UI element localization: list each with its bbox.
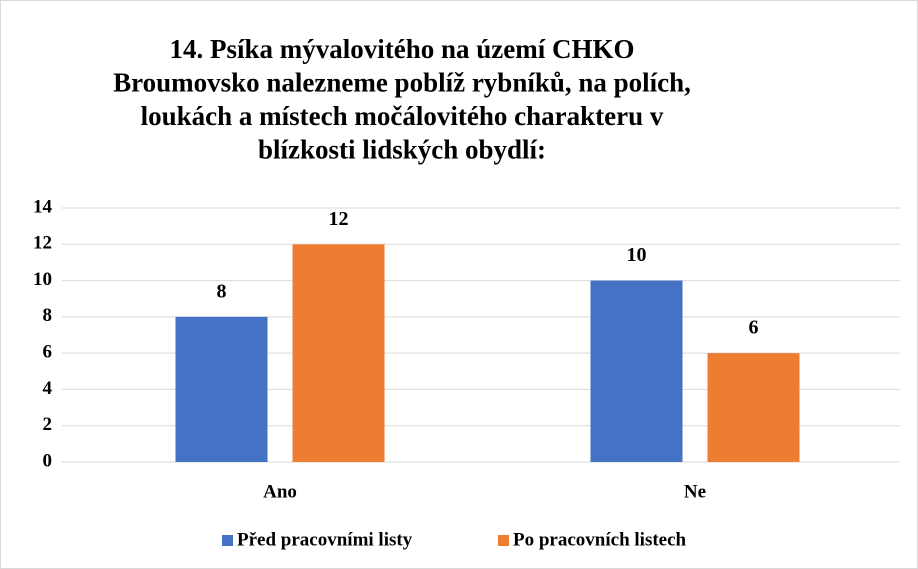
bar [175, 316, 268, 462]
y-tick-label: 6 [43, 342, 53, 363]
y-tick-label: 10 [33, 269, 52, 290]
legend-swatch [222, 535, 233, 546]
bar [590, 280, 683, 462]
bar [292, 244, 385, 462]
legend-swatch [498, 535, 509, 546]
chart-title: Broumovsko nalezneme poblíž rybníků, na … [113, 68, 691, 98]
data-label: 6 [749, 317, 759, 339]
data-label: 10 [627, 244, 647, 266]
chart-title: loukách a místech močálovitého charakter… [141, 101, 664, 131]
legend-label: Před pracovními listy [237, 529, 413, 550]
legend-label: Po pracovních listech [513, 529, 687, 550]
x-tick-label: Ano [263, 481, 297, 502]
chart-title: 14. Psíka mývalovitého na území CHKO [170, 34, 635, 64]
y-tick-label: 14 [33, 196, 53, 217]
x-tick-label: Ne [684, 481, 706, 502]
y-tick-label: 12 [33, 233, 52, 254]
y-tick-label: 0 [43, 450, 53, 471]
y-tick-label: 4 [43, 378, 53, 399]
bar [707, 353, 800, 462]
chart-title: blízkosti lidských obydlí: [258, 135, 546, 165]
data-label: 12 [329, 208, 349, 230]
y-tick-label: 2 [43, 414, 53, 435]
data-label: 8 [217, 280, 227, 302]
y-tick-label: 8 [43, 305, 53, 326]
